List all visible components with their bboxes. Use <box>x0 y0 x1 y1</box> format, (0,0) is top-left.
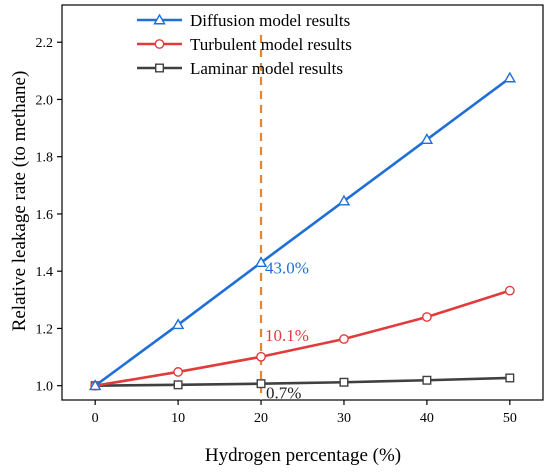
annotation-label: 10.1% <box>265 326 309 345</box>
chart-marks <box>88 35 517 400</box>
data-point-triangle <box>337 194 351 206</box>
data-point-triangle <box>171 318 185 330</box>
y-tick-label: 1.4 <box>36 265 54 280</box>
series-line-square <box>95 376 510 387</box>
axes: 0 10 20 30 40 50 1.0 1.2 1.4 1.6 1.8 2.0 2.2 <box>36 4 544 426</box>
plot-frame <box>61 4 544 401</box>
data-point-circle <box>256 351 266 362</box>
x-tick-label: 40 <box>420 411 434 426</box>
x-axis-title: Hydrogen percentage (%) <box>205 445 401 466</box>
data-point-circle <box>504 285 515 296</box>
data-point-square <box>339 377 349 387</box>
data-point-triangle <box>254 256 268 268</box>
data-point-square <box>256 379 266 389</box>
annotations: 43.0% 10.1% 0.7% <box>265 259 309 403</box>
data-point-triangle <box>503 71 517 83</box>
data-point-triangle <box>88 379 102 391</box>
legend-label: Turbulent model results <box>190 35 352 54</box>
y-tick-label: 1.8 <box>36 151 54 166</box>
legend-marker <box>153 13 166 25</box>
y-tick-label: 1.0 <box>36 380 54 395</box>
data-point-square <box>505 373 515 383</box>
series-line-triangle <box>94 76 511 387</box>
data-point-circle <box>421 312 432 322</box>
series-line-circle <box>94 289 511 387</box>
legend: Diffusion model results Turbulent model r… <box>137 11 352 78</box>
data-point-circle <box>173 367 184 377</box>
x-tick-label: 30 <box>337 411 351 426</box>
x-tick-label: 0 <box>92 411 99 426</box>
x-tick-label: 10 <box>171 411 185 426</box>
legend-label: Diffusion model results <box>190 11 350 30</box>
data-point-square <box>422 375 432 385</box>
y-axis-title: Relative leakage rate (to methane) <box>9 71 30 332</box>
legend-marker <box>154 63 164 73</box>
y-tick-label: 1.6 <box>36 208 54 223</box>
y-tick-label: 2.2 <box>36 36 54 51</box>
y-tick-label: 2.0 <box>36 93 54 108</box>
x-tick-label: 20 <box>254 411 268 426</box>
data-point-triangle <box>420 133 434 144</box>
legend-marker <box>154 39 165 49</box>
data-point-square <box>173 380 183 390</box>
annotation-label: 0.7% <box>266 384 301 403</box>
y-tick-label: 1.2 <box>36 322 54 337</box>
annotation-label: 43.0% <box>265 259 309 278</box>
data-point-circle <box>339 334 349 344</box>
legend-label: Laminar model results <box>190 59 343 78</box>
x-tick-label: 50 <box>503 411 517 426</box>
